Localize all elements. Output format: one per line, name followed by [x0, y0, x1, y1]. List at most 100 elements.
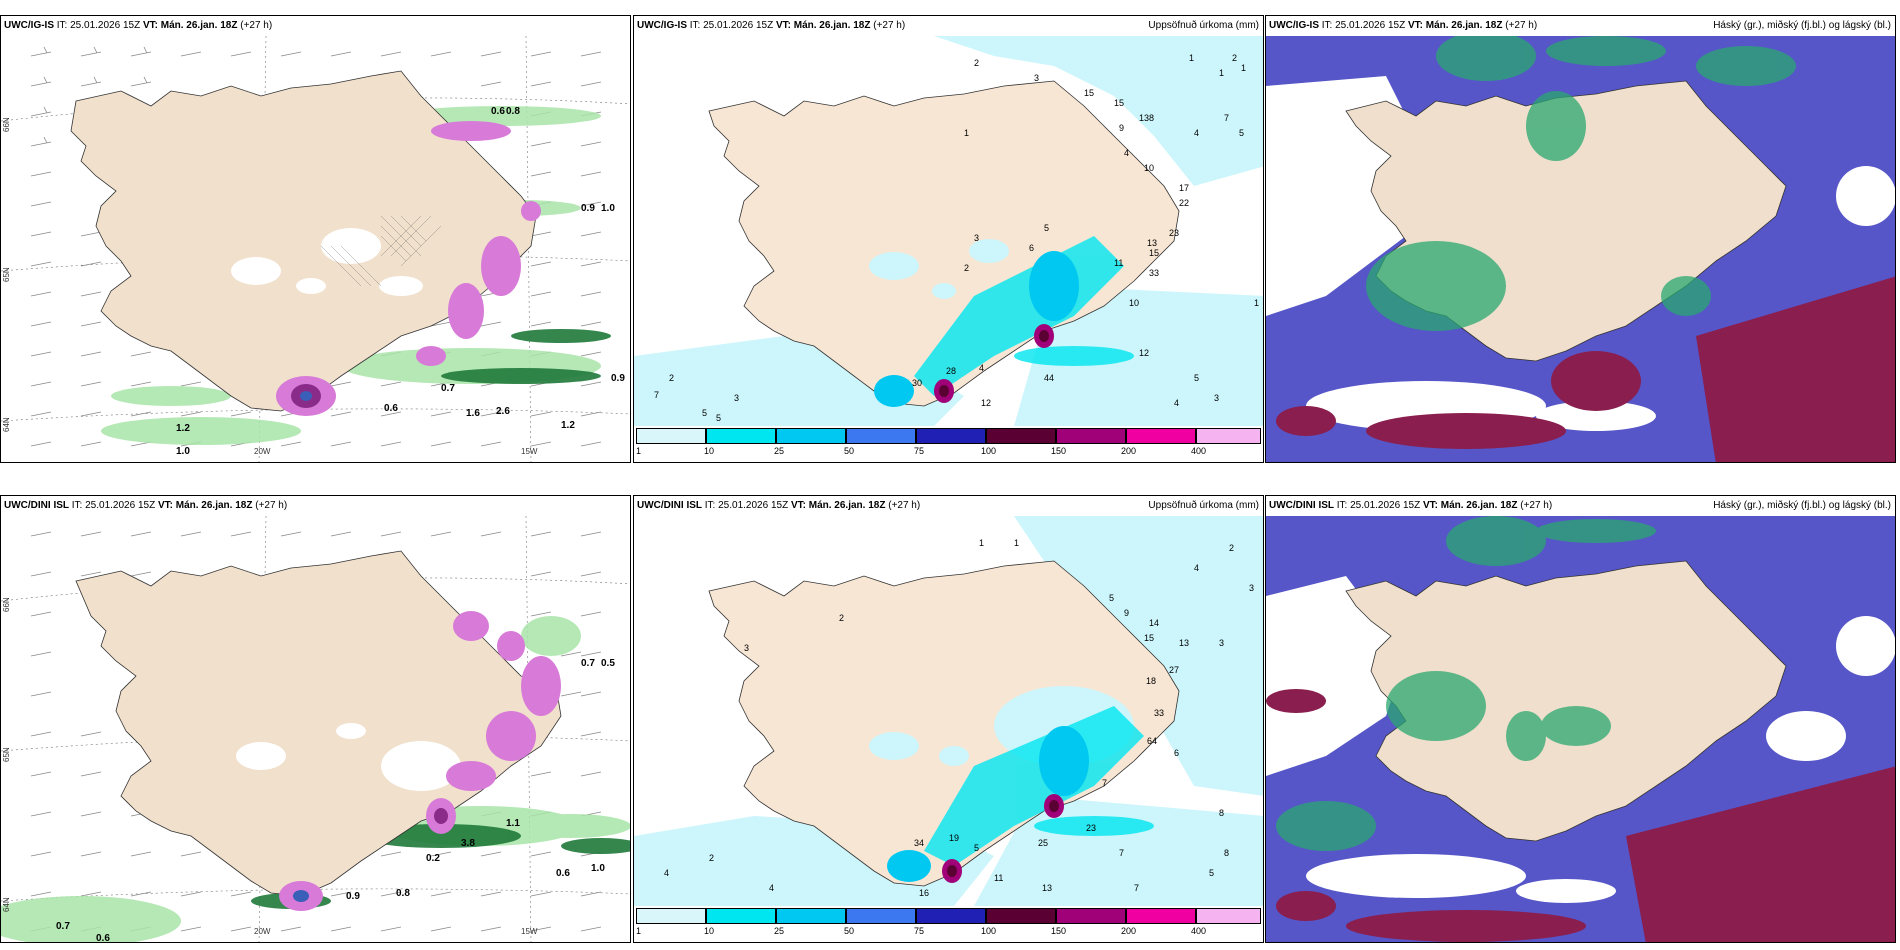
- colorbar-tick: 75: [914, 926, 925, 936]
- accumulated-precip-map: 1 2 3 5 4 9 14 15 13 18 27 33 64 7 8 6 2…: [634, 516, 1263, 942]
- svg-text:22: 22: [1179, 198, 1189, 208]
- colorbar-tick: 50: [844, 926, 855, 936]
- svg-text:30: 30: [912, 378, 922, 388]
- svg-text:4: 4: [664, 868, 669, 878]
- svg-text:13: 13: [1139, 113, 1149, 123]
- svg-text:33: 33: [1149, 268, 1159, 278]
- svg-text:0.9: 0.9: [611, 373, 625, 384]
- svg-text:12: 12: [1139, 348, 1149, 358]
- svg-text:1: 1: [964, 128, 969, 138]
- colorbar-tick: 400: [1191, 926, 1207, 936]
- cloud-cover-map: [1266, 36, 1895, 462]
- svg-text:1: 1: [1014, 538, 1019, 548]
- svg-text:15: 15: [1114, 98, 1124, 108]
- cloud-cover-map: [1266, 516, 1895, 942]
- colorbar-tick: 25: [774, 926, 785, 936]
- svg-text:0.6: 0.6: [491, 106, 505, 117]
- svg-text:2: 2: [709, 853, 714, 863]
- panel-header: UWC/IG-IS IT: 25.01.2026 15Z VT: Mán. 26…: [1266, 16, 1895, 36]
- wind-precip-map: 0.6 0.8 0.9 1.0 0.7 0.6 1.6 2.6 1.2 1.2 …: [1, 36, 630, 462]
- svg-text:5: 5: [1209, 868, 1214, 878]
- svg-text:3: 3: [1249, 583, 1254, 593]
- svg-text:3.8: 3.8: [461, 838, 475, 849]
- panel-header: UWC/DINI ISL IT: 25.01.2026 15Z VT: Mán.…: [4, 500, 288, 511]
- accumulated-precip-map: 2 3 1 1 1 2 1 15 15 13 9 8 4 7 5 4 10 17…: [634, 36, 1263, 462]
- svg-text:0.8: 0.8: [506, 106, 520, 117]
- iceland-landmass: [708, 80, 1180, 407]
- svg-text:65N: 65N: [2, 267, 11, 282]
- panel-header: UWC/IG-IS IT: 25.01.2026 15Z VT: Mán. 26…: [634, 16, 1263, 36]
- panel-bottom-left: UWC/DINI ISL IT: 25.01.2026 15Z VT: Mán.…: [0, 495, 631, 943]
- colorbar-segment: [1126, 428, 1196, 444]
- svg-text:20W: 20W: [254, 447, 271, 456]
- colorbar-segment: [636, 908, 706, 924]
- colorbar-tick: 50: [844, 446, 855, 456]
- svg-text:65N: 65N: [2, 747, 11, 762]
- panel-title: Uppsöfnuð úrkoma (mm): [1148, 20, 1259, 31]
- colorbar-segment: [636, 428, 706, 444]
- svg-text:7: 7: [654, 390, 659, 400]
- svg-text:0.8: 0.8: [396, 888, 410, 899]
- svg-text:8: 8: [1149, 113, 1154, 123]
- svg-text:5: 5: [1109, 593, 1114, 603]
- svg-text:3: 3: [974, 233, 979, 243]
- svg-text:18: 18: [1146, 676, 1156, 686]
- svg-text:7: 7: [1102, 778, 1107, 788]
- panel-title: Háský (gr.), miðský (fj.bl.) og lágský (…: [1713, 500, 1891, 511]
- colorbar-segment: [1196, 908, 1261, 924]
- svg-text:2: 2: [669, 373, 674, 383]
- svg-text:64N: 64N: [2, 417, 11, 432]
- svg-text:16: 16: [919, 888, 929, 898]
- svg-text:13: 13: [1147, 238, 1157, 248]
- panel-top-middle: UWC/IG-IS IT: 25.01.2026 15Z VT: Mán. 26…: [633, 15, 1264, 463]
- colorbar-segment: [916, 908, 986, 924]
- svg-text:4: 4: [979, 363, 984, 373]
- svg-text:27: 27: [1169, 665, 1179, 675]
- svg-text:3: 3: [1219, 638, 1224, 648]
- svg-text:1.0: 1.0: [591, 863, 605, 874]
- svg-text:13: 13: [1179, 638, 1189, 648]
- colorbar-tick: 100: [981, 926, 997, 936]
- panel-header: UWC/DINI ISL IT: 25.01.2026 15Z VT: Mán.…: [634, 496, 1263, 516]
- svg-text:4: 4: [1174, 398, 1179, 408]
- svg-text:44: 44: [1044, 373, 1054, 383]
- svg-text:11: 11: [994, 873, 1003, 883]
- svg-text:5: 5: [974, 843, 979, 853]
- svg-text:6: 6: [1029, 243, 1034, 253]
- colorbar-tick: 10: [704, 926, 715, 936]
- colorbar-tick: 200: [1121, 446, 1137, 456]
- colorbar-tick: 150: [1051, 926, 1067, 936]
- svg-text:0.2: 0.2: [426, 853, 440, 864]
- svg-text:1: 1: [1254, 298, 1259, 308]
- svg-text:7: 7: [1134, 883, 1139, 893]
- svg-text:0.6: 0.6: [384, 403, 398, 414]
- colorbar-tick: 400: [1191, 446, 1207, 456]
- svg-text:9: 9: [1119, 123, 1124, 133]
- colorbar-segment: [706, 428, 776, 444]
- svg-text:1: 1: [1189, 53, 1194, 63]
- svg-text:2.6: 2.6: [496, 406, 510, 417]
- svg-text:15: 15: [1149, 248, 1159, 258]
- svg-text:3: 3: [1214, 393, 1219, 403]
- svg-text:23: 23: [1086, 823, 1096, 833]
- colorbar-tick: 1: [636, 926, 642, 936]
- svg-text:17: 17: [1179, 183, 1189, 193]
- svg-text:0.9: 0.9: [346, 891, 360, 902]
- panel-bottom-middle: UWC/DINI ISL IT: 25.01.2026 15Z VT: Mán.…: [633, 495, 1264, 943]
- svg-text:25: 25: [1038, 838, 1048, 848]
- svg-text:0.6: 0.6: [556, 868, 570, 879]
- svg-text:23: 23: [1169, 228, 1179, 238]
- svg-text:4: 4: [1194, 563, 1199, 573]
- colorbar-segment: [846, 428, 916, 444]
- svg-text:0.9: 0.9: [581, 203, 595, 214]
- svg-text:64N: 64N: [2, 897, 11, 912]
- precip-colorbar: 1 10 25 50 75 100 150 200 400: [636, 908, 1261, 940]
- svg-text:11: 11: [1114, 258, 1123, 268]
- svg-text:4: 4: [769, 883, 774, 893]
- precip-colorbar: 1 10 25 50 75 100 150 200 400: [636, 428, 1261, 460]
- svg-text:0.5: 0.5: [601, 658, 615, 669]
- colorbar-segment: [1056, 428, 1126, 444]
- panel-bottom-right: UWC/DINI ISL IT: 25.01.2026 15Z VT: Mán.…: [1265, 495, 1896, 943]
- svg-text:5: 5: [1239, 128, 1244, 138]
- colorbar-segment: [846, 908, 916, 924]
